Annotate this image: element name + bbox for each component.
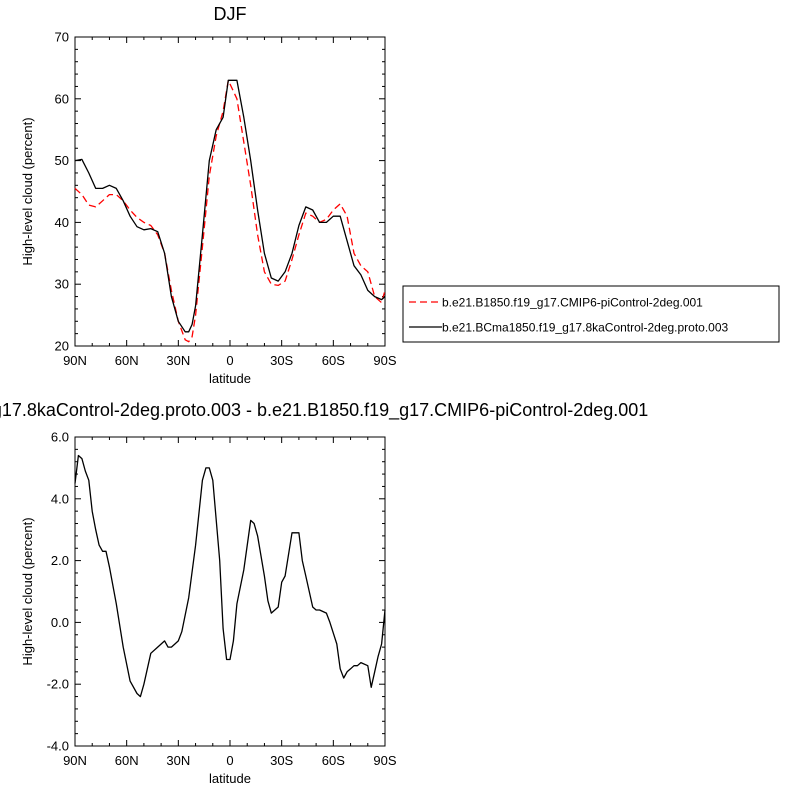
- x-tick-label: 0: [226, 353, 233, 368]
- y-tick-label: 0.0: [51, 615, 69, 630]
- x-tick-label: 60N: [115, 753, 139, 768]
- y-tick-label: 20: [55, 339, 69, 354]
- top-plot-frame: [74, 36, 386, 347]
- y-tick-label: 6.0: [51, 430, 69, 445]
- y-tick-label: 4.0: [51, 491, 69, 506]
- x-tick-label: 30N: [166, 353, 190, 368]
- top-series-line-0: [74, 79, 386, 343]
- y-tick-label: 2.0: [51, 553, 69, 568]
- y-tick-label: 40: [55, 215, 69, 230]
- bottom-plot-frame: [74, 436, 386, 747]
- top-x-axis-title: latitude: [209, 371, 251, 386]
- x-tick-label: 90N: [63, 753, 87, 768]
- legend-label-1: b.e21.BCma1850.f19_g17.8kaControl-2deg.p…: [442, 321, 729, 335]
- x-tick-label: 0: [226, 753, 233, 768]
- y-tick-label: -2.0: [47, 677, 69, 692]
- legend-label-0: b.e21.B1850.f19_g17.CMIP6-piControl-2deg…: [442, 296, 703, 310]
- chart-legend: b.e21.B1850.f19_g17.CMIP6-piControl-2deg…: [402, 285, 780, 343]
- top-chart-panel: DJF 90N 60N 30N 0 30S 60S 90S 20 30 40 50 60 70 latitu…: [20, 4, 397, 386]
- x-tick-label: 30S: [270, 753, 293, 768]
- bottom-series-line-0: [74, 454, 386, 698]
- bottom-x-axis-title: latitude: [209, 771, 251, 786]
- x-tick-label: 90N: [63, 353, 87, 368]
- y-tick-label: -4.0: [47, 739, 69, 754]
- bottom-chart-title: b.e21.BCma1850.f19_g17.8kaControl-2deg.p…: [0, 400, 648, 421]
- bottom-chart-panel: b.e21.BCma1850.f19_g17.8kaControl-2deg.p…: [0, 400, 648, 786]
- top-y-axis-title: High-level cloud (percent): [20, 117, 35, 265]
- y-tick-label: 50: [55, 153, 69, 168]
- x-tick-label: 90S: [373, 753, 396, 768]
- x-tick-label: 90S: [373, 353, 396, 368]
- x-tick-label: 30N: [166, 753, 190, 768]
- legend-box: [402, 285, 780, 343]
- y-tick-label: 60: [55, 91, 69, 106]
- top-chart-title: DJF: [214, 4, 247, 24]
- top-series-line-1: [74, 79, 386, 333]
- x-tick-label: 30S: [270, 353, 293, 368]
- y-tick-label: 70: [55, 30, 69, 45]
- y-tick-label: 30: [55, 277, 69, 292]
- x-tick-label: 60N: [115, 353, 139, 368]
- bottom-y-axis-title: High-level cloud (percent): [20, 517, 35, 665]
- x-tick-label: 60S: [322, 753, 345, 768]
- x-tick-label: 60S: [322, 353, 345, 368]
